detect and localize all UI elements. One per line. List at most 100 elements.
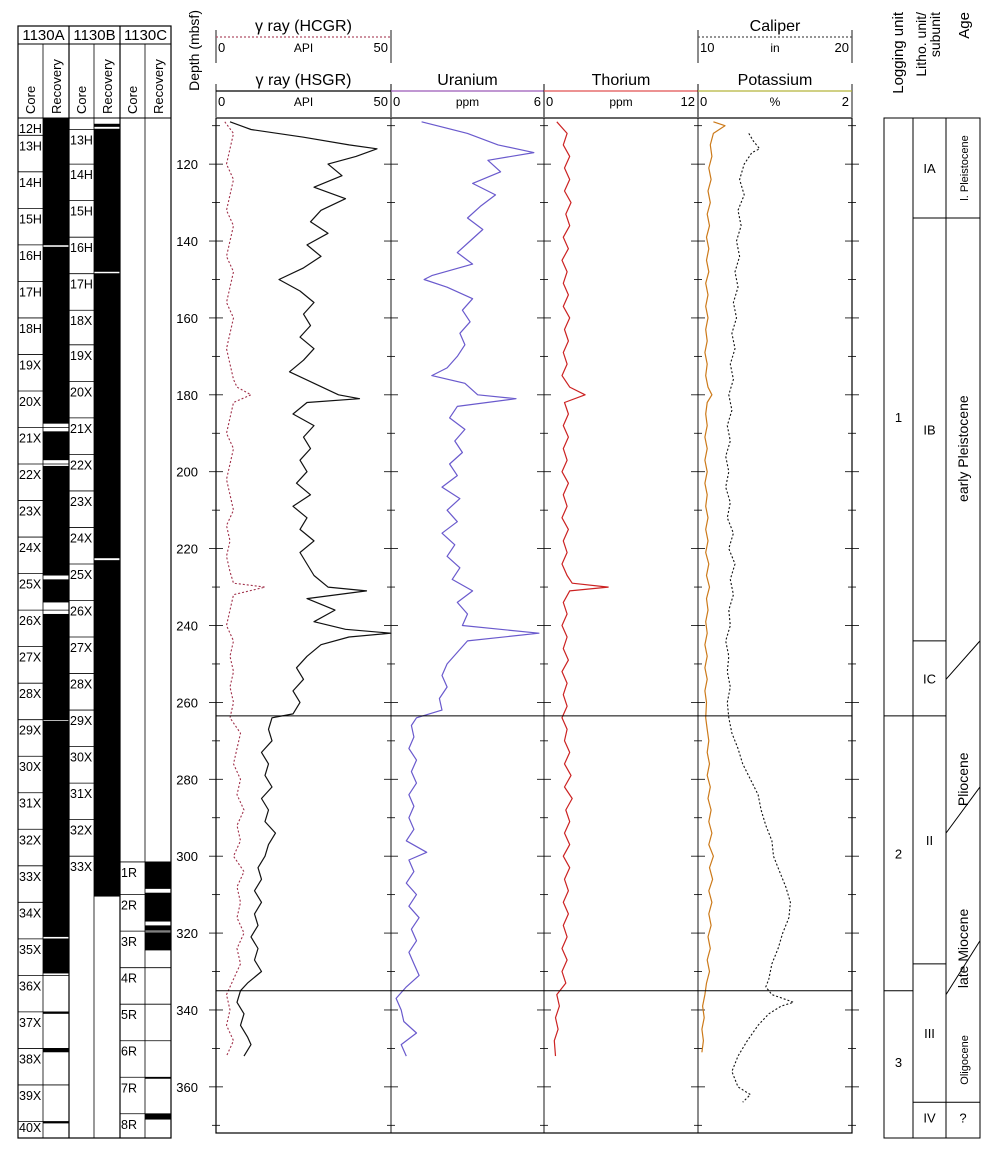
hole-column: 1130B Core Recovery 13H 14H 15H 16H 17H 18X 19X 20… [68,26,120,1138]
scale-max: 50 [374,94,388,109]
recovery-block [94,273,120,559]
core-label: 5R [121,1008,137,1022]
core-col-header: Core [74,86,89,114]
scale-unit: in [770,41,779,55]
core-label: 17H [70,278,93,292]
scale-min: 0 [700,94,707,109]
recovery-block [43,246,69,424]
series-line-caliper [725,133,795,1103]
recovery-block [145,861,171,889]
core-label: 23X [19,505,42,519]
recovery-block [94,128,120,272]
scale-unit: API [294,41,313,55]
age-label: Oligocene [959,1035,971,1085]
core-label: 37X [19,1016,42,1030]
core-label: 6R [121,1045,137,1059]
core-label: 20X [70,385,93,399]
depth-tick-label: 300 [176,849,198,864]
scale-min: 0 [546,94,553,109]
core-label: 29X [70,714,93,728]
depth-tick-label: 200 [176,465,198,480]
core-label: 1R [121,866,137,880]
recovery-block [43,465,69,576]
age-header: Age [956,12,973,39]
series-line-hcgr [224,121,266,1057]
hole-name: 1130C [124,27,167,44]
depth-axis: Depth (mbsf) 120 140 160 180 200 220 240 260 280 3… [176,10,202,1095]
recovery-block [145,932,171,951]
recovery-block [43,431,69,461]
core-label: 33X [70,860,93,874]
depth-tick-label: 360 [176,1080,198,1095]
scale-max: 12 [681,94,695,109]
litho-unit-label: IB [923,422,935,437]
core-label: 28X [70,678,93,692]
scale-min: 0 [218,94,225,109]
logging-unit-header: Logging unit [890,11,907,94]
recovery-block [43,118,69,245]
hole-name: 1130B [73,27,115,44]
log-track [697,118,859,1133]
depth-tick-label: 180 [176,388,198,403]
scale-unit: API [294,95,313,109]
core-label: 4R [121,972,137,986]
litho-unit-header: subunit [927,12,943,57]
recovery-block [43,720,69,937]
logging-unit-label: 1 [895,410,902,425]
recovery-block [43,579,69,603]
core-label: 21X [19,431,42,445]
core-label: 19X [70,349,93,363]
core-label: 23X [70,495,93,509]
core-label: 14H [70,168,93,182]
depth-tick-label: 320 [176,926,198,941]
core-label: 33X [19,870,42,884]
recovery-block [94,123,120,127]
series-line-u [395,121,540,1057]
scale-unit: % [770,95,781,109]
core-label: 30X [70,751,93,765]
depth-tick-label: 220 [176,542,198,557]
recovery-block [43,1121,69,1124]
core-label: 34X [19,906,42,920]
recovery-col-header: Recovery [100,59,115,114]
core-label: 18X [70,314,93,328]
log-track [390,118,544,1133]
core-label: 25X [70,568,93,582]
scale-min: 0 [218,40,225,55]
core-label: 13H [70,134,93,148]
depth-axis-label: Depth (mbsf) [186,10,202,91]
core-recovery-panel: 1130A Core Recovery 12H 13H 14H 15H 16H 17H 18H 19… [17,25,172,1139]
core-col-header: Core [23,86,38,114]
litho-unit-label: II [926,833,933,848]
log-track [543,118,698,1133]
litho-unit-label: IC [923,671,936,686]
core-label: 30X [19,760,42,774]
core-label: 26X [19,614,42,628]
log-tracks [209,117,859,1134]
age-label: l. Pleistocene [959,135,971,200]
litho-unit-label: III [924,1026,935,1041]
recovery-block [43,613,69,720]
recovery-block [145,1077,171,1079]
core-label: 22X [19,468,42,482]
track-title: Thorium [592,72,651,89]
logging-unit-label: 2 [895,846,902,861]
scale-min: 0 [393,94,400,109]
depth-tick-label: 260 [176,695,198,710]
core-label: 31X [19,797,42,811]
recovery-block [145,892,171,922]
scale-max: 2 [842,94,849,109]
depth-tick-label: 120 [176,157,198,172]
scale-max: 6 [534,94,541,109]
scale-max: 50 [374,40,388,55]
depth-tick-label: 160 [176,311,198,326]
recovery-block [145,1113,171,1120]
core-label: 27X [70,641,93,655]
depth-tick-label: 140 [176,234,198,249]
core-label: 39X [19,1089,42,1103]
core-label: 19X [19,358,42,372]
series-line-hsgr [229,121,392,1057]
recovery-block [43,1048,69,1053]
core-label: 13H [19,139,42,153]
